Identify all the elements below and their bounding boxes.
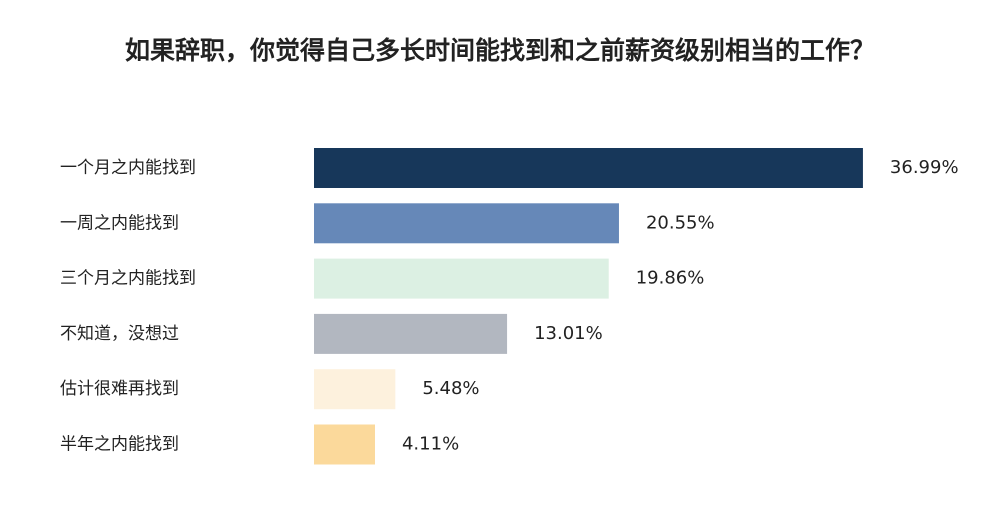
bar [314, 203, 619, 244]
value-label: 13.01% [534, 323, 603, 344]
category-label: 半年之内能找到 [60, 435, 179, 455]
category-label: 一个月之内能找到 [60, 158, 196, 178]
bar [314, 424, 375, 465]
value-label: 20.55% [646, 212, 715, 233]
value-label: 36.99% [890, 157, 959, 178]
value-label: 19.86% [636, 268, 705, 289]
value-label: 4.11% [402, 434, 459, 455]
category-label: 一周之内能找到 [60, 213, 179, 233]
category-label: 三个月之内能找到 [60, 269, 196, 289]
value-label: 5.48% [422, 378, 479, 399]
bar [314, 369, 396, 410]
chart-title: 如果辞职，你觉得自己多长时间能找到和之前薪资级别相当的工作？ [125, 36, 875, 65]
category-label: 估计很难再找到 [60, 379, 179, 399]
bar [314, 258, 609, 299]
bar [314, 148, 863, 188]
bar [314, 313, 508, 354]
category-label: 不知道，没想过 [60, 324, 179, 344]
